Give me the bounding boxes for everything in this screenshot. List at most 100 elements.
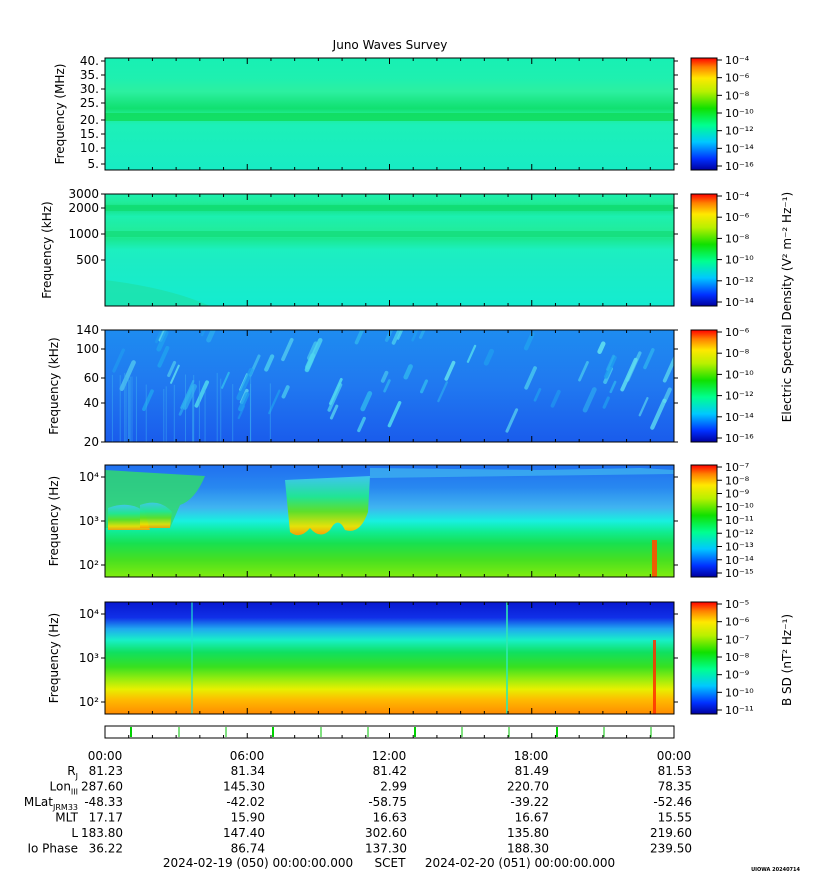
ephemeris-value: 302.60	[365, 826, 407, 840]
panel-3-streak	[112, 348, 125, 373]
panel-5-ytick-label: 10²	[79, 695, 99, 709]
panel-1-colorbar-tick: 10⁻¹²	[725, 125, 754, 138]
panel-3-streak	[167, 360, 177, 378]
ephemeris-value: 81.34	[231, 764, 265, 778]
panel-2-colorbar-tick: 10⁻¹⁰	[725, 254, 754, 267]
ephemeris-value: 15.90	[231, 811, 265, 825]
panel-2-ytick-label: 3000	[68, 187, 99, 201]
footer-end-time: 2024-02-20 (051) 00:00:00.000	[425, 856, 615, 870]
panel-3-streak	[180, 380, 195, 409]
panel-5-ytick-label: 10³	[79, 651, 99, 665]
magnetic-colorbar-title: B SD (nT² Hz⁻¹)	[780, 614, 794, 706]
panel-1-ytick-label: 30.	[80, 82, 99, 96]
ephemeris-value: 188.30	[507, 842, 549, 856]
panel-2-ytick-label: 500	[76, 253, 99, 267]
panel-4-emission-mid	[285, 476, 370, 536]
ephemeris-value: 220.70	[507, 780, 549, 794]
panel-3-streak	[505, 408, 519, 433]
panel-3-colorbar-tick: 10⁻⁸	[725, 347, 750, 360]
panel-2-ylabel: Frequency (kHz)	[40, 201, 54, 298]
panel-1-ytick-label: 5.	[88, 157, 99, 171]
panel-1-ytick-label: 20.	[80, 113, 99, 127]
panel-2-image	[105, 194, 674, 306]
panel-4-emission-left-core	[108, 504, 150, 530]
ephemeris-value: 2.99	[380, 780, 407, 794]
panel-1-ytick-label: 25.	[80, 96, 99, 110]
panel-3-streak	[157, 346, 170, 368]
time-axis-label: 06:00	[230, 749, 265, 763]
ephemeris-value: -52.46	[653, 795, 692, 809]
panel-3-streak	[304, 337, 323, 372]
panel-3-streak	[380, 370, 389, 383]
ephemeris-value: 287.60	[81, 780, 123, 794]
panel-3-spectrogram: Frequency (kHz) 140 100 60 40 20 10⁻⁶ 10⁻⁸ 10⁻…	[47, 323, 754, 449]
panel-3-streak	[524, 366, 537, 390]
panel-4-ytick-label: 10³	[79, 514, 99, 528]
panel-1-band	[105, 113, 674, 121]
panel-3-streak	[662, 387, 672, 403]
panel-3-streak	[264, 354, 275, 372]
panel-3-streak	[582, 387, 597, 413]
ephemeris-value: 137.30	[365, 842, 407, 856]
panel-2-colorbar-tick: 10⁻⁸	[725, 232, 750, 245]
panel-3-emission-streaks	[111, 330, 674, 442]
footer-scet: SCET	[375, 856, 407, 870]
panel-3-streak	[119, 360, 136, 391]
panel-5-spectrogram: Frequency (Hz) 10⁴ 10³ 10² 10⁻⁵ 10⁻⁶ 10⁻⁷ 10⁻…	[47, 598, 754, 717]
panel-1-colorbar-tick: 10⁻⁸	[725, 89, 750, 102]
panel-4-colorbar-tick: 10⁻⁷	[725, 461, 749, 474]
panel-5-colorbar-tick: 10⁻⁷	[725, 633, 749, 646]
ephemeris-value: -42.02	[226, 795, 265, 809]
panel-3-streak	[391, 330, 402, 345]
panel-3-streak	[411, 330, 419, 342]
panel-5-colorbar-tick: 10⁻¹¹	[725, 704, 754, 717]
time-axis-label: 00:00	[88, 749, 123, 763]
footer-credit: UIOWA 20240714	[751, 867, 800, 873]
panel-4-colorbar-tick: 10⁻⁸	[725, 474, 750, 487]
panel-4-emission-left-core-2	[140, 502, 172, 528]
ephemeris-value: 135.80	[507, 826, 549, 840]
panel-3-streak	[523, 332, 535, 351]
panel-3-streak	[650, 398, 667, 430]
ephemeris-value: 145.30	[223, 780, 265, 794]
panel-3-streak	[578, 361, 589, 382]
panel-5-colorbar-tick: 10⁻⁹	[725, 669, 749, 682]
panel-4-colorbar-tick: 10⁻¹²	[725, 527, 754, 540]
panel-3-streak	[194, 380, 209, 408]
panel-4-colorbar	[690, 464, 718, 578]
panel-4-spike	[652, 540, 657, 577]
panel-4-upper-band	[370, 468, 674, 478]
panel-3-streak	[662, 355, 674, 383]
panel-1-ytick-label: 15.	[80, 127, 99, 141]
panel-2-colorbar-tick: 10⁻⁶	[725, 211, 750, 224]
panel-3-ylabel: Frequency (kHz)	[47, 337, 61, 434]
panel-1-ytick-label: 40.	[80, 54, 99, 68]
panel-1-spectrogram: Frequency (MHz) 40.35.30.25.20.15.10.5. …	[53, 54, 754, 173]
time-axis-label: 18:00	[514, 749, 549, 763]
panel-3-colorbar	[690, 329, 718, 443]
panel-3-colorbar-tick: 10⁻¹⁴	[725, 411, 754, 424]
panel-5-colorbar-tick: 10⁻¹⁰	[725, 686, 754, 699]
time-axis-label: 12:00	[372, 749, 407, 763]
panel-3-streak	[236, 367, 254, 401]
panel-4-colorbar-tick: 10⁻¹¹	[725, 514, 754, 527]
panel-4-colorbar-tick: 10⁻¹⁵	[725, 567, 754, 580]
panel-3-streak	[360, 391, 373, 412]
panel-3-ytick-label: 20	[84, 435, 99, 449]
panel-1-colorbar-tick: 10⁻⁴	[725, 54, 750, 67]
panel-2-colorbar	[690, 193, 718, 307]
panel-3-colorbar-tick: 10⁻¹²	[725, 390, 754, 403]
ephemeris-row-label: RJ	[67, 764, 78, 781]
panel-5-colorbar	[690, 601, 718, 715]
ephemeris-value: -39.22	[510, 795, 549, 809]
panel-3-streak	[156, 330, 169, 352]
panel-2-lowfreq-patch	[105, 280, 210, 306]
panel-3-streak	[597, 341, 606, 354]
panel-3-colorbar-tick: 10⁻¹⁰	[725, 368, 754, 381]
panel-3-streak	[444, 360, 456, 381]
panel-4-colorbar-tick: 10⁻⁹	[725, 488, 749, 501]
ephemeris-value: 86.74	[231, 842, 265, 856]
panel-5-spike	[653, 640, 656, 714]
